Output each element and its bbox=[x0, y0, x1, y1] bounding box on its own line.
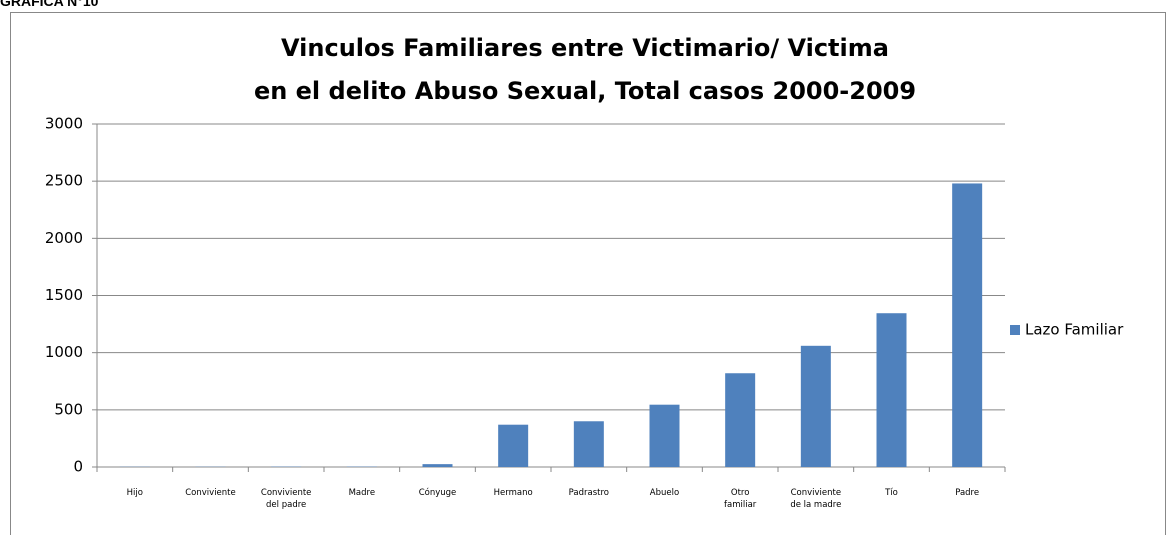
chart-title: Vinculos Familiares entre Victimario/ Vi… bbox=[281, 34, 889, 62]
bar bbox=[573, 421, 604, 467]
x-tick-label: Otro familiar bbox=[724, 488, 757, 510]
bar bbox=[952, 183, 983, 467]
x-tick-label: Hijo bbox=[126, 488, 143, 498]
legend-swatch bbox=[1010, 325, 1020, 335]
x-tick-label: Padre bbox=[955, 488, 980, 498]
x-tick-label: Abuelo bbox=[649, 488, 680, 498]
y-tick-label: 2500 bbox=[45, 172, 83, 190]
x-tick-label: Conviviente del padre bbox=[260, 488, 312, 510]
bar bbox=[498, 424, 529, 467]
y-tick-label: 500 bbox=[54, 400, 83, 418]
chart-frame bbox=[10, 12, 1166, 535]
y-tick-label: 2000 bbox=[45, 229, 83, 247]
legend-label: Lazo Familiar bbox=[1025, 321, 1124, 339]
bar bbox=[725, 373, 756, 467]
y-tick-label: 3000 bbox=[45, 115, 83, 133]
bar bbox=[422, 464, 453, 467]
x-tick-label: Hermano bbox=[493, 488, 533, 498]
bar bbox=[876, 313, 907, 467]
caption: GRAFICA N°10 bbox=[0, 0, 99, 9]
y-tick-label: 1000 bbox=[45, 343, 83, 361]
x-tick-label: Madre bbox=[348, 488, 376, 498]
x-tick-label: Conviviente bbox=[185, 488, 236, 498]
x-tick-label: Cónyuge bbox=[418, 488, 457, 498]
y-tick-label: 1500 bbox=[45, 286, 83, 304]
bar bbox=[649, 404, 680, 467]
x-tick-label: Conviviente de la madre bbox=[790, 488, 842, 510]
chart-title: en el delito Abuso Sexual, Total casos 2… bbox=[254, 77, 916, 105]
bar bbox=[800, 345, 831, 467]
x-tick-label: Padrastro bbox=[568, 488, 609, 498]
x-tick-label: Tío bbox=[885, 488, 898, 498]
y-tick-label: 0 bbox=[73, 458, 83, 476]
